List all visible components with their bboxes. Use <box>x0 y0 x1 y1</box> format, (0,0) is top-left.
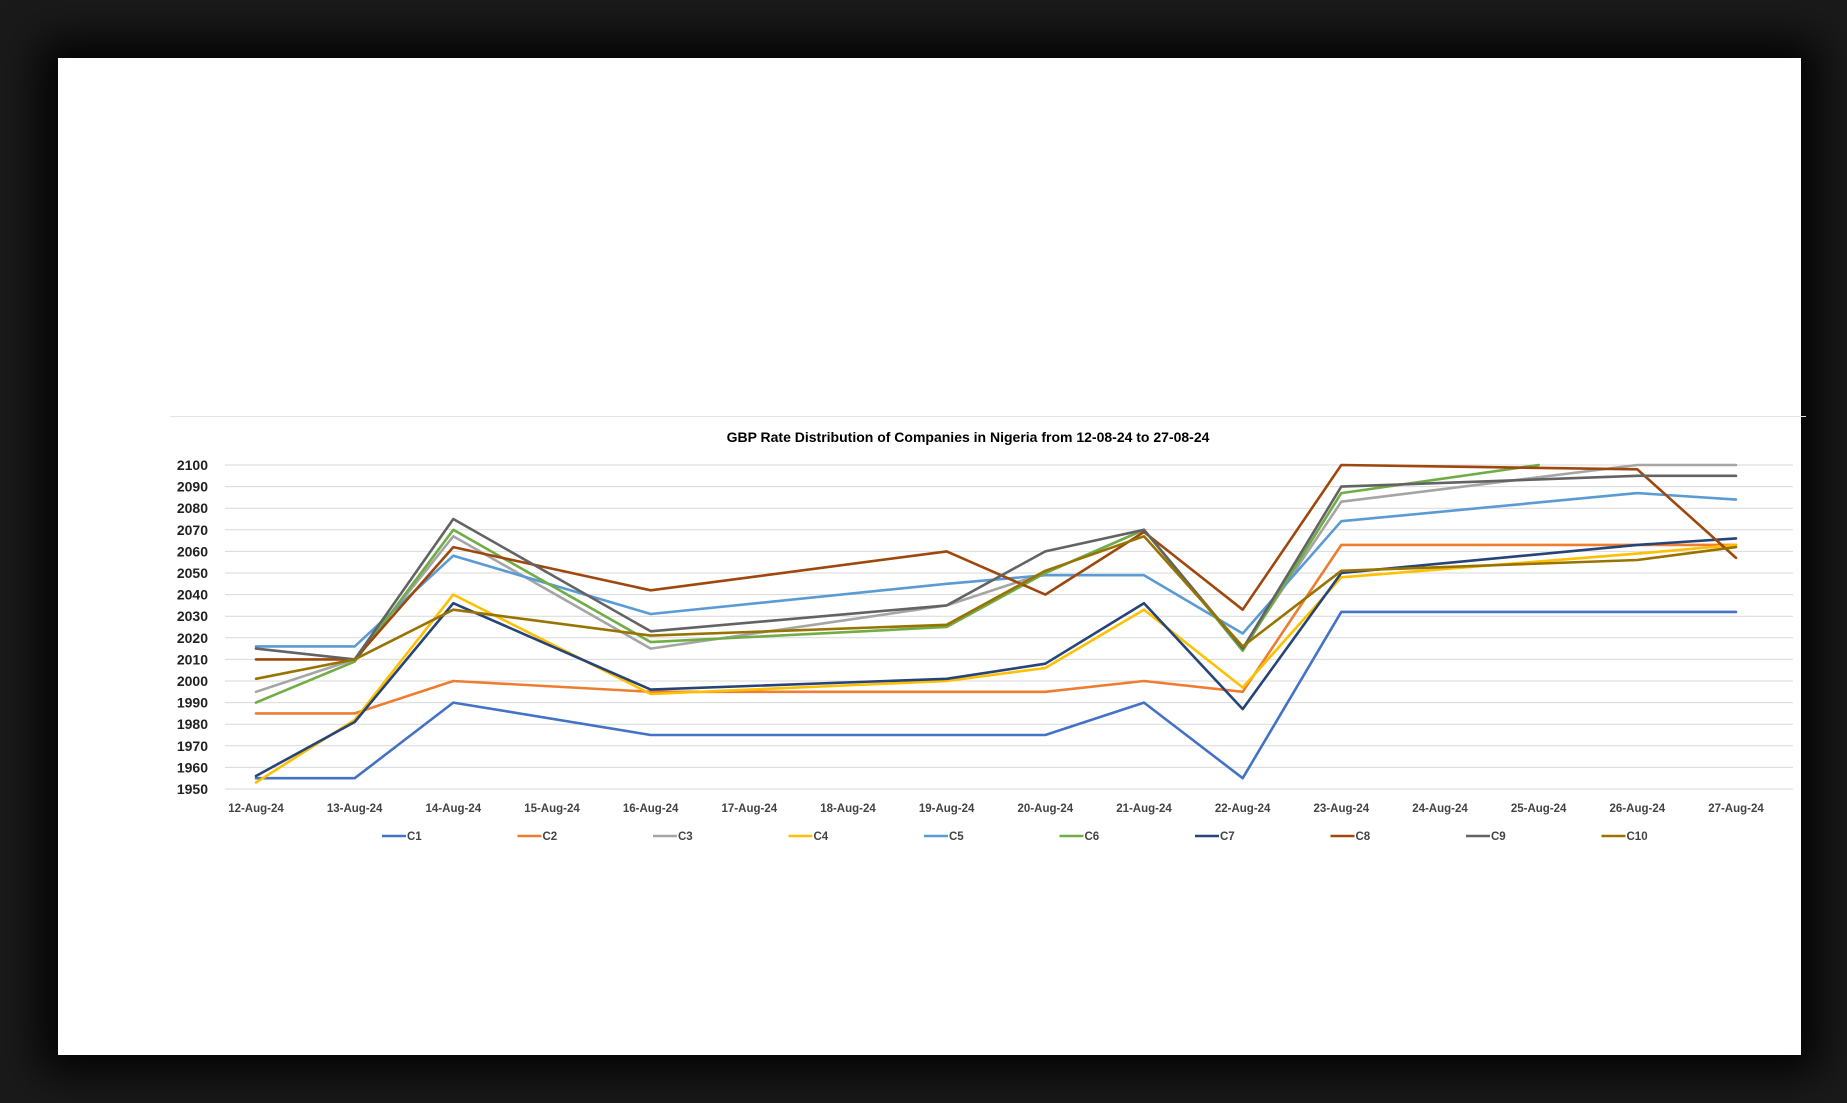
legend-label-c10: C10 <box>1627 831 1648 843</box>
line-chart: GBP Rate Distribution of Companies in Ni… <box>177 429 1793 843</box>
series-line-c9 <box>254 474 1738 661</box>
y-tick-label: 2100 <box>177 457 208 473</box>
x-tick-label: 15-Aug-24 <box>524 803 580 815</box>
y-axis-ticks: 1950 1960 1970 1980 1990 2000 2010 2020 2030 2040… <box>177 457 208 797</box>
legend-label-c5: C5 <box>949 831 964 843</box>
x-tick-label: 21-Aug-24 <box>1116 803 1172 815</box>
x-tick-label: 19-Aug-24 <box>919 803 975 815</box>
y-tick-label: 1950 <box>177 781 208 797</box>
series-line-c5 <box>254 491 1738 648</box>
y-tick-label: 2050 <box>177 565 208 581</box>
x-tick-label: 12-Aug-24 <box>228 803 284 815</box>
x-tick-label: 22-Aug-24 <box>1215 803 1271 815</box>
x-tick-label: 17-Aug-24 <box>722 803 778 815</box>
legend-label-c6: C6 <box>1085 831 1100 843</box>
series-line-c7 <box>254 537 1738 778</box>
y-tick-label: 2020 <box>177 630 208 646</box>
legend-label-c3: C3 <box>678 831 693 843</box>
y-tick-label: 1990 <box>177 695 208 711</box>
x-tick-label: 23-Aug-24 <box>1314 803 1370 815</box>
x-tick-label: 14-Aug-24 <box>426 803 482 815</box>
chart-title: GBP Rate Distribution of Companies in Ni… <box>727 429 1210 445</box>
series-line-c4 <box>254 543 1738 784</box>
y-tick-label: 2090 <box>177 479 208 495</box>
x-tick-label: 26-Aug-24 <box>1610 803 1666 815</box>
y-tick-label: 2040 <box>177 587 208 603</box>
series-line-c8 <box>254 463 1738 661</box>
x-tick-label: 18-Aug-24 <box>820 803 876 815</box>
legend-label-c8: C8 <box>1356 831 1371 843</box>
legend-label-c2: C2 <box>543 831 558 843</box>
series-line-c1 <box>254 610 1738 780</box>
legend-label-c9: C9 <box>1491 831 1506 843</box>
y-tick-label: 2060 <box>177 543 208 559</box>
x-tick-label: 24-Aug-24 <box>1412 803 1468 815</box>
chart-sheet: GBP Rate Distribution of Companies in Ni… <box>58 58 1806 1055</box>
legend-label-c4: C4 <box>814 831 829 843</box>
y-tick-label: 2010 <box>177 651 208 667</box>
x-tick-label: 20-Aug-24 <box>1018 803 1074 815</box>
chart-area: GBP Rate Distribution of Companies in Ni… <box>170 416 1806 857</box>
gridlines <box>225 464 1793 790</box>
series-line-c10 <box>254 535 1738 681</box>
y-tick-label: 2080 <box>177 500 208 516</box>
legend: C1 C2 C3 C4 C5 C6 C7 C8 C9 C10 <box>382 831 1648 843</box>
series-lines <box>254 463 1738 784</box>
x-tick-label: 16-Aug-24 <box>623 803 679 815</box>
y-tick-label: 2030 <box>177 608 208 624</box>
x-tick-label: 25-Aug-24 <box>1511 803 1567 815</box>
series-line-c2 <box>254 543 1738 715</box>
legend-label-c1: C1 <box>407 831 422 843</box>
y-tick-label: 2000 <box>177 673 208 689</box>
y-tick-label: 1980 <box>177 716 208 732</box>
x-axis-ticks: 12-Aug-24 13-Aug-24 14-Aug-24 15-Aug-24 16-A… <box>228 803 1764 815</box>
y-tick-label: 2070 <box>177 522 208 538</box>
legend-label-c7: C7 <box>1220 831 1235 843</box>
y-tick-label: 1960 <box>177 759 208 775</box>
x-tick-label: 13-Aug-24 <box>327 803 383 815</box>
y-tick-label: 1970 <box>177 738 208 754</box>
series-line-c6 <box>254 463 1540 704</box>
x-tick-label: 27-Aug-24 <box>1708 803 1764 815</box>
